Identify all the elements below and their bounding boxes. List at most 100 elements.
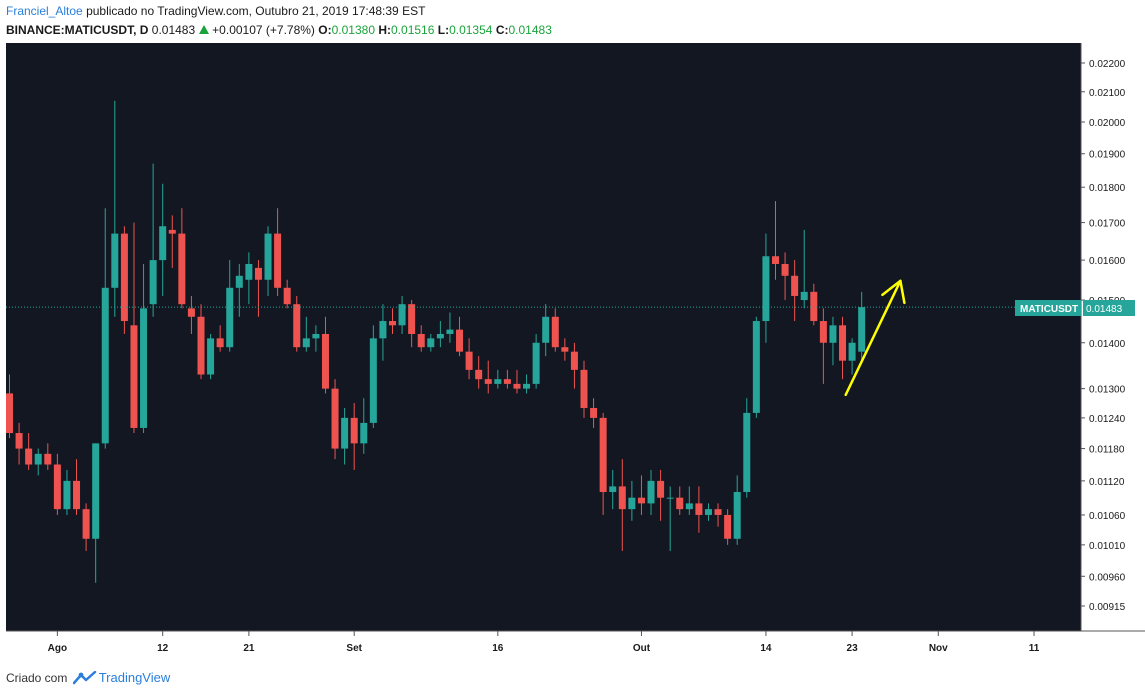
candle-body-down [484, 379, 492, 384]
y-tick-label: 0.01400 [1089, 339, 1126, 350]
candle-body-up [369, 338, 377, 423]
candle-body-up [159, 226, 167, 261]
candle-body-up [494, 379, 502, 384]
candle-body-down [321, 333, 329, 389]
candle-body-down [408, 304, 416, 334]
candles-group [6, 100, 866, 583]
candle-body-up [762, 256, 770, 322]
candle-body-down [551, 316, 559, 348]
candle-body-down [254, 267, 262, 280]
candle-body-up [245, 263, 253, 280]
up-triangle-icon [199, 25, 210, 34]
high-value: 0.01516 [391, 23, 435, 37]
candle-body-down [580, 369, 588, 408]
y-tick-label: 0.01120 [1089, 477, 1125, 488]
candle-body-up [341, 417, 349, 449]
candle-body-up [302, 338, 310, 348]
published-text: publicado no TradingView.com, Outubro 21… [86, 4, 426, 18]
candle-body-up [149, 260, 157, 305]
change-value: +0.00107 (+7.78%) [212, 23, 315, 37]
y-tick-label: 0.01800 [1089, 183, 1126, 194]
x-tick-label: 23 [847, 643, 859, 654]
candle-body-up [609, 486, 617, 493]
candle-body-up [848, 342, 856, 361]
candle-body-down [810, 291, 818, 322]
candle-body-down [187, 308, 195, 317]
candle-body-down [724, 514, 732, 539]
price-tag-symbol-bg [1015, 300, 1081, 316]
y-axis-area[interactable] [1081, 43, 1145, 631]
candle-body-up [685, 503, 693, 510]
candle-body-up [743, 412, 751, 493]
candle-body-down [599, 417, 607, 493]
y-tick-label: 0.01240 [1089, 414, 1126, 425]
x-axis-area[interactable] [6, 632, 1081, 660]
candle-body-down [714, 509, 722, 515]
tradingview-logo-icon[interactable] [72, 670, 97, 688]
y-tick-label: 0.01700 [1089, 219, 1126, 230]
candle-body-up [427, 338, 435, 348]
x-axis-ticks: Ago 12 21 Set 16 Out 14 23 Nov 11 [48, 631, 1040, 654]
candle-body-down [197, 316, 205, 375]
trend-arrow[interactable] [844, 279, 906, 397]
y-tick-label: 0.00960 [1089, 572, 1126, 583]
candle-body-down [274, 233, 282, 288]
candle-body-down [293, 304, 301, 348]
candle-body-down [657, 480, 665, 498]
candle-body-down [178, 233, 186, 305]
candle-body-up [398, 304, 406, 326]
candle-body-up [34, 453, 42, 465]
candle-body-down [168, 229, 176, 234]
candle-body-down [791, 275, 799, 296]
candle-body-down [53, 464, 61, 510]
candle-body-down [82, 509, 90, 539]
candle-body-up [360, 422, 368, 444]
candle-body-up [312, 333, 320, 339]
candle-body-down [389, 321, 396, 326]
symbol-info: BINANCE:MATICUSDT, D 0.01483 +0.00107 (+7… [6, 23, 552, 37]
x-tick-label: Nov [929, 643, 948, 654]
candle-body-down [839, 325, 847, 361]
candle-body-down [503, 379, 511, 384]
candle-body-down [6, 393, 13, 434]
y-tick-label: 0.02100 [1089, 88, 1126, 99]
tradingview-brand[interactable]: TradingView [98, 670, 171, 685]
candle-body-up [379, 321, 387, 339]
low-label: L: [437, 23, 450, 37]
candle-body-down [475, 369, 483, 380]
candle-body-up [800, 291, 808, 301]
candle-body-down [417, 333, 425, 348]
x-tick-label: 16 [492, 643, 504, 654]
candle-body-up [226, 287, 234, 348]
candle-body-down [25, 448, 33, 465]
candle-body-down [561, 347, 569, 352]
low-value: 0.01354 [449, 23, 493, 37]
candle-body-up [264, 233, 272, 280]
candle-body-up [733, 492, 741, 539]
price-tag-value: 0.01483 [1086, 304, 1123, 315]
candle-body-down [513, 383, 521, 389]
y-axis-ticks: 0.02200 0.02100 0.02000 0.01900 0.01800 0.017… [1081, 59, 1126, 613]
close-label: C: [495, 23, 509, 37]
candle-body-up [446, 329, 454, 334]
candle-body-down [283, 287, 291, 305]
x-tick-label: Set [346, 643, 362, 654]
candle-body-up [858, 307, 866, 352]
footer: Criado com TradingView [6, 670, 170, 688]
candle-body-up [523, 383, 531, 389]
candle-body-down [465, 351, 473, 370]
y-tick-label: 0.01900 [1089, 150, 1126, 161]
candle-body-down [15, 433, 23, 449]
y-tick-label: 0.02200 [1089, 59, 1126, 70]
y-tick-label: 0.01600 [1089, 256, 1126, 267]
candle-body-down [781, 263, 789, 276]
candle-body-up [63, 480, 71, 510]
candle-body-down [350, 417, 358, 444]
author-link[interactable]: Franciel_Altoe [6, 4, 83, 18]
candle-body-down [130, 325, 138, 428]
candle-body-up [829, 325, 837, 343]
candle-body-down [73, 480, 81, 510]
x-tick-label: Ago [48, 643, 67, 654]
y-tick-label: 0.02000 [1089, 118, 1126, 129]
